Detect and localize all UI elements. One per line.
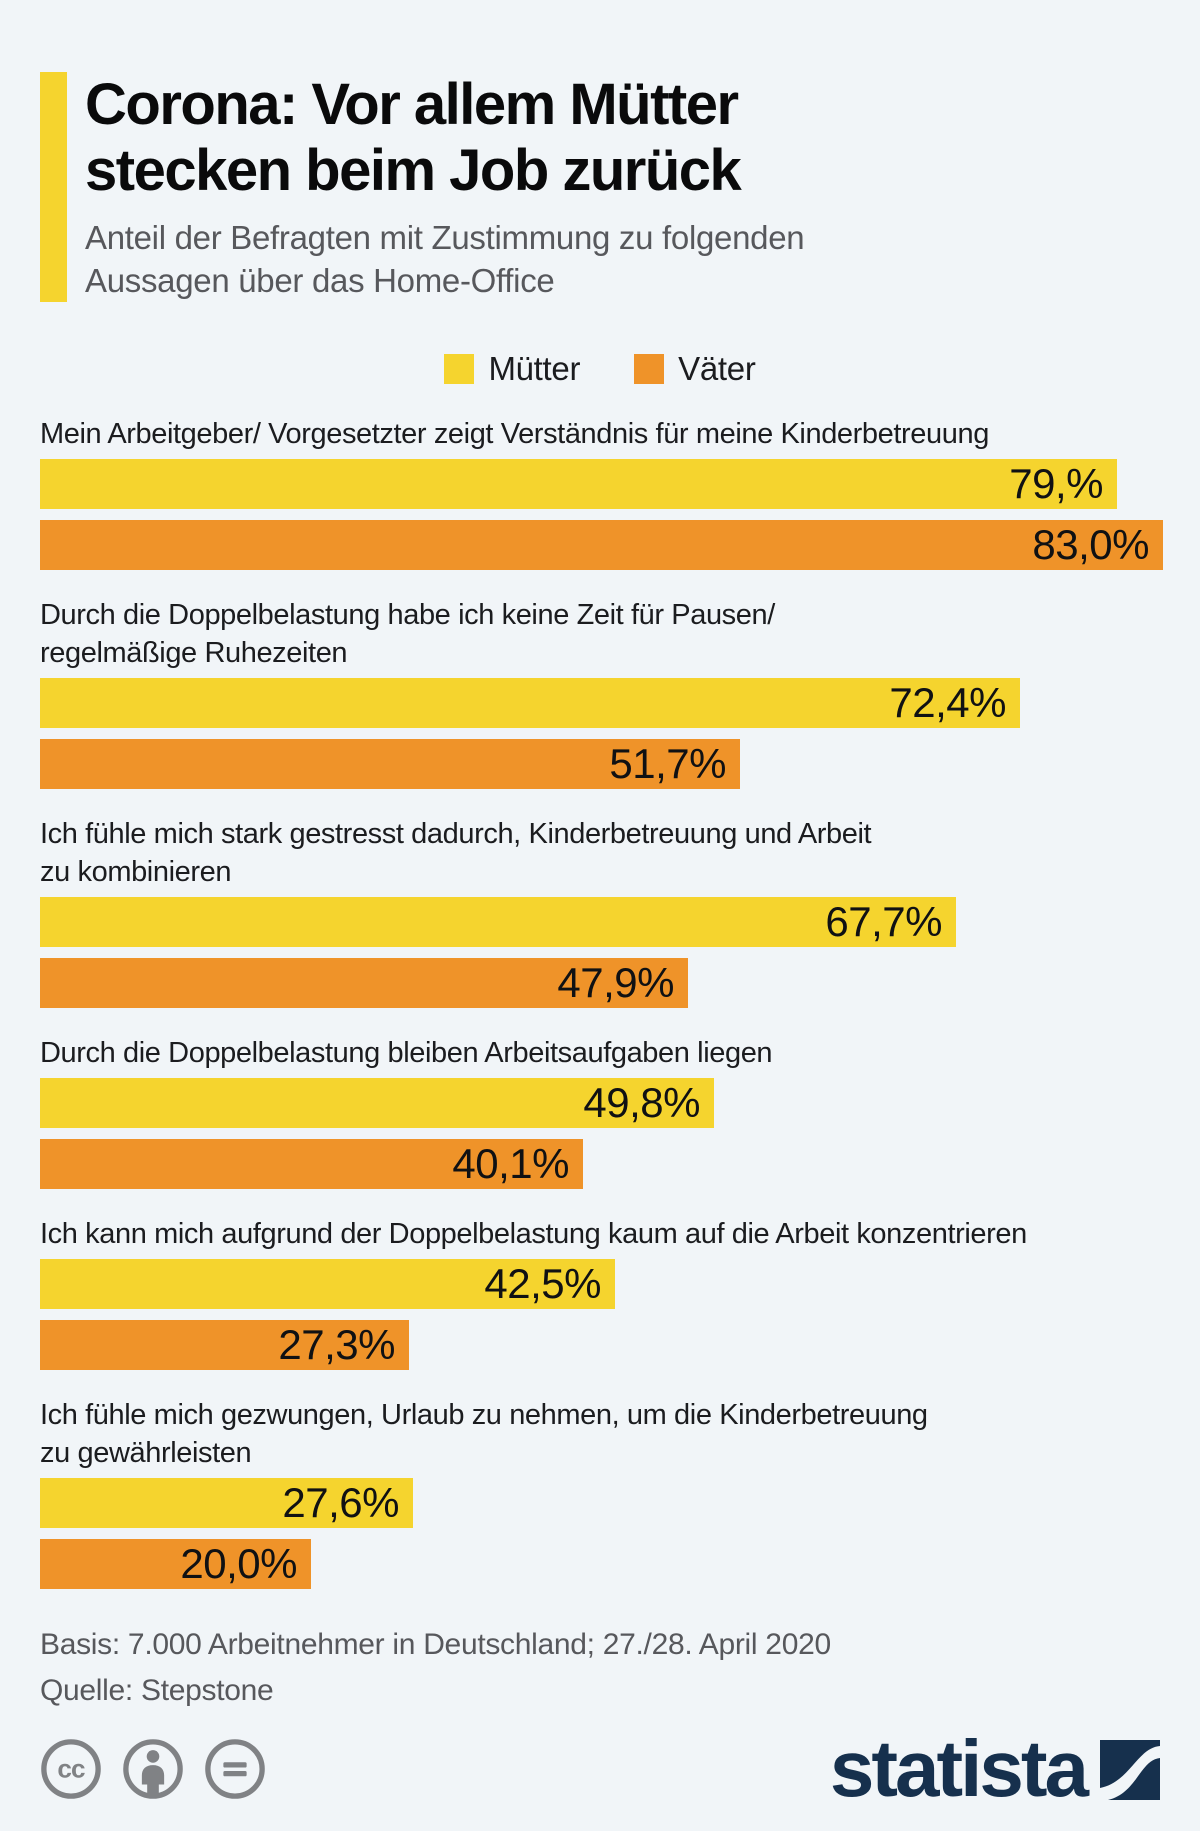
page-title-line-1: Corona: Vor allem Mütter [85, 72, 739, 137]
bar-value-label: 83,0% [1032, 521, 1149, 568]
legend-item-muetter: Mütter [444, 350, 580, 388]
footer-bottom-row: cc statista [40, 1724, 1160, 1813]
legend: Mütter Väter [40, 350, 1160, 388]
statista-brand: statista [829, 1724, 1160, 1813]
bar-value-label: 79,% [1009, 460, 1103, 507]
bar-vaeter: 27,3% [40, 1320, 409, 1370]
source-note: Quelle: Stepstone [40, 1674, 274, 1707]
bar-value-label: 51,7% [609, 740, 726, 787]
bar-value-label: 27,3% [278, 1321, 395, 1368]
no-derivatives-icon [205, 1739, 265, 1799]
header-text: Corona: Vor allem Mütter stecken beim Job… [85, 72, 805, 302]
bar-muetter: 67,7% [40, 897, 956, 947]
subtitle: Anteil der Befragten mit Zustimmung zu f… [85, 216, 805, 302]
statement-label: Ich fühle mich gezwungen, Urlaub zu nehm… [40, 1399, 928, 1469]
bar-group: Ich fühle mich gezwungen, Urlaub zu nehm… [40, 1396, 1160, 1589]
bar-group: Ich fühle mich stark gestresst dadurch, … [40, 815, 1160, 1008]
page-title-line-2: stecken beim Job zurück [85, 138, 742, 203]
bar-muetter: 42,5% [40, 1259, 615, 1309]
bar-value-label: 47,9% [557, 959, 674, 1006]
attribution-icon [123, 1739, 183, 1799]
statement-label: Durch die Doppelbelastung habe ich keine… [40, 599, 775, 669]
statement-label: Ich kann mich aufgrund der Doppelbelastu… [40, 1218, 1027, 1250]
bar-group: Durch die Doppelbelastung bleiben Arbeit… [40, 1034, 1160, 1189]
bar-value-label: 67,7% [825, 898, 942, 945]
svg-text:cc: cc [57, 1754, 85, 1784]
statement-label: Durch die Doppelbelastung bleiben Arbeit… [40, 1037, 773, 1069]
license-icons: cc [40, 1738, 266, 1800]
statista-logo-icon [1100, 1740, 1160, 1800]
vaeter-color-swatch [634, 354, 665, 384]
bar-muetter: 49,8% [40, 1078, 714, 1128]
bar-value-label: 27,6% [282, 1479, 399, 1526]
bar-muetter: 27,6% [40, 1478, 413, 1528]
legend-label-muetter: Mütter [488, 350, 581, 387]
statement-label: Mein Arbeitgeber/ Vorgesetzter zeigt Ver… [40, 418, 989, 450]
statement-label: Ich fühle mich stark gestresst dadurch, … [40, 818, 872, 888]
bar-muetter: 72,4% [40, 678, 1020, 728]
bar-group: Durch die Doppelbelastung habe ich keine… [40, 596, 1160, 789]
bar-group: Ich kann mich aufgrund der Doppelbelastu… [40, 1215, 1160, 1370]
bar-vaeter: 83,0% [40, 520, 1163, 570]
title-accent-bar [40, 72, 67, 302]
bar-vaeter: 20,0% [40, 1539, 311, 1589]
legend-item-vaeter: Väter [634, 350, 756, 388]
bar-vaeter: 51,7% [40, 739, 740, 789]
bar-muetter: 79,% [40, 459, 1117, 509]
bar-value-label: 20,0% [180, 1540, 297, 1587]
bar-vaeter: 40,1% [40, 1139, 583, 1189]
bar-group: Mein Arbeitgeber/ Vorgesetzter zeigt Ver… [40, 415, 1163, 570]
cc-icon: cc [41, 1739, 101, 1799]
bar-value-label: 49,8% [583, 1079, 700, 1126]
page-title: Corona: Vor allem Mütter stecken beim Job… [85, 72, 804, 204]
bar-vaeter: 47,9% [40, 958, 688, 1008]
footer: Basis: 7.000 Arbeitnehmer in Deutschland… [40, 1622, 1160, 1813]
bar-value-label: 40,1% [452, 1140, 569, 1187]
bar-value-label: 72,4% [889, 679, 1006, 726]
subtitle-line-1: Anteil der Befragten mit Zustimmung zu f… [85, 219, 805, 256]
legend-label-vaeter: Väter [678, 350, 756, 387]
statista-wordmark: statista [829, 1724, 1089, 1813]
header: Corona: Vor allem Mütter stecken beim Job… [40, 0, 1160, 302]
bar-value-label: 42,5% [484, 1260, 601, 1307]
subtitle-line-2: Aussagen über das Home-Office [85, 262, 555, 299]
muetter-color-swatch [444, 354, 475, 384]
chart: Mein Arbeitgeber/ Vorgesetzter zeigt Ver… [40, 415, 1163, 1589]
basis-note: Basis: 7.000 Arbeitnehmer in Deutschland… [40, 1628, 831, 1661]
